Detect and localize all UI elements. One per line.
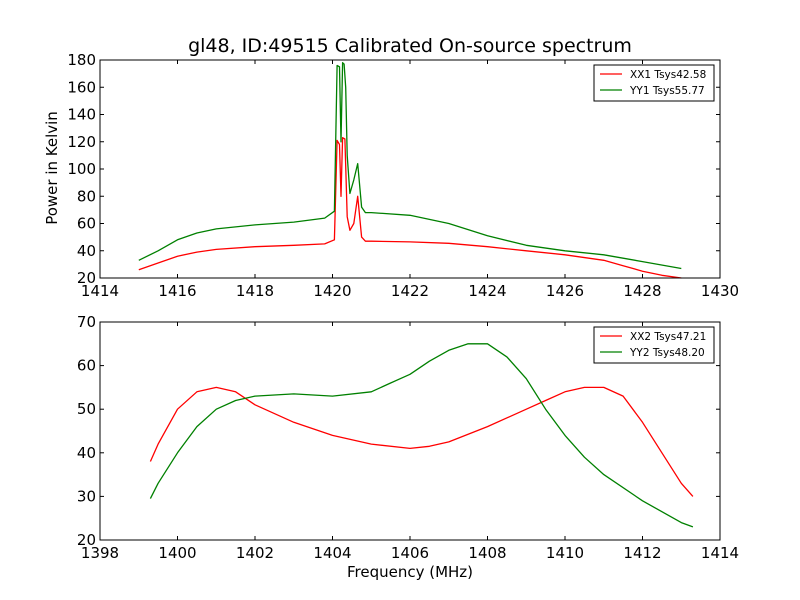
x-tick-label: 1428	[623, 282, 661, 300]
y-tick-label: 50	[77, 400, 96, 418]
x-tick-label: 1408	[468, 544, 506, 562]
top-panel: 1414 1416 1418 1420 1422 1424 1426 1428 1430 20 40…	[67, 51, 739, 300]
y-tick-label: 160	[67, 78, 96, 96]
legend-box	[593, 64, 715, 102]
x-tick-label: 1420	[313, 282, 351, 300]
x-tick-label: 1414	[701, 544, 739, 562]
x-tick-label: 1430	[701, 282, 739, 300]
x-tick-label: 1402	[236, 544, 274, 562]
x-tick-label: 1424	[468, 282, 506, 300]
y-tick-label: 100	[67, 160, 96, 178]
legend-label: YY2 Tsys48.20	[629, 347, 705, 359]
y-tick-label: 30	[77, 487, 96, 505]
y-tick-label: 20	[77, 269, 96, 287]
y-axis-label-top: Power in Kelvin	[43, 111, 61, 225]
chart-title: gl48, ID:49515 Calibrated On-source spec…	[188, 35, 632, 57]
x-tick-label: 1406	[391, 544, 429, 562]
legend: XX2 Tsys47.21 YY2 Tsys48.20	[593, 326, 715, 364]
y-tick-label: 20	[77, 531, 96, 549]
bottom-panel: 1398 1400 1402 1404 1406 1408 1410 1412 1414 20 30…	[77, 313, 739, 562]
y-tick-label: 40	[77, 444, 96, 462]
legend-box	[593, 326, 715, 364]
x-tick-label: 1426	[546, 282, 584, 300]
x-tick-label: 1398	[81, 544, 119, 562]
x-tick-label: 1414	[81, 282, 119, 300]
y-tick-label: 180	[67, 51, 96, 69]
y-tick-label: 70	[77, 313, 96, 331]
y-tick-label: 140	[67, 106, 96, 124]
series-line-yy-1	[138, 62, 682, 270]
y-tick-label: 120	[67, 133, 96, 151]
x-tick-label: 1422	[391, 282, 429, 300]
series-line-yy-2	[149, 343, 694, 528]
legend-label: YY1 Tsys55.77	[629, 85, 705, 97]
x-tick-label: 1412	[623, 544, 661, 562]
series-line-xx-1	[138, 137, 682, 279]
series-line-xx-2	[149, 386, 694, 497]
legend-label: XX1 Tsys42.58	[630, 69, 706, 81]
x-tick-label: 1416	[158, 282, 196, 300]
x-tick-label: 1410	[546, 544, 584, 562]
x-tick-label: 1400	[158, 544, 196, 562]
x-tick-label: 1404	[313, 544, 351, 562]
x-axis-label-bottom: Frequency (MHz)	[347, 563, 473, 581]
y-tick-label: 60	[77, 357, 96, 375]
y-tick-label: 80	[77, 187, 96, 205]
legend: XX1 Tsys42.58 YY1 Tsys55.77	[593, 64, 715, 102]
x-tick-label: 1418	[236, 282, 274, 300]
y-tick-label: 60	[77, 215, 96, 233]
legend-label: XX2 Tsys47.21	[630, 331, 706, 343]
y-tick-label: 40	[77, 242, 96, 260]
